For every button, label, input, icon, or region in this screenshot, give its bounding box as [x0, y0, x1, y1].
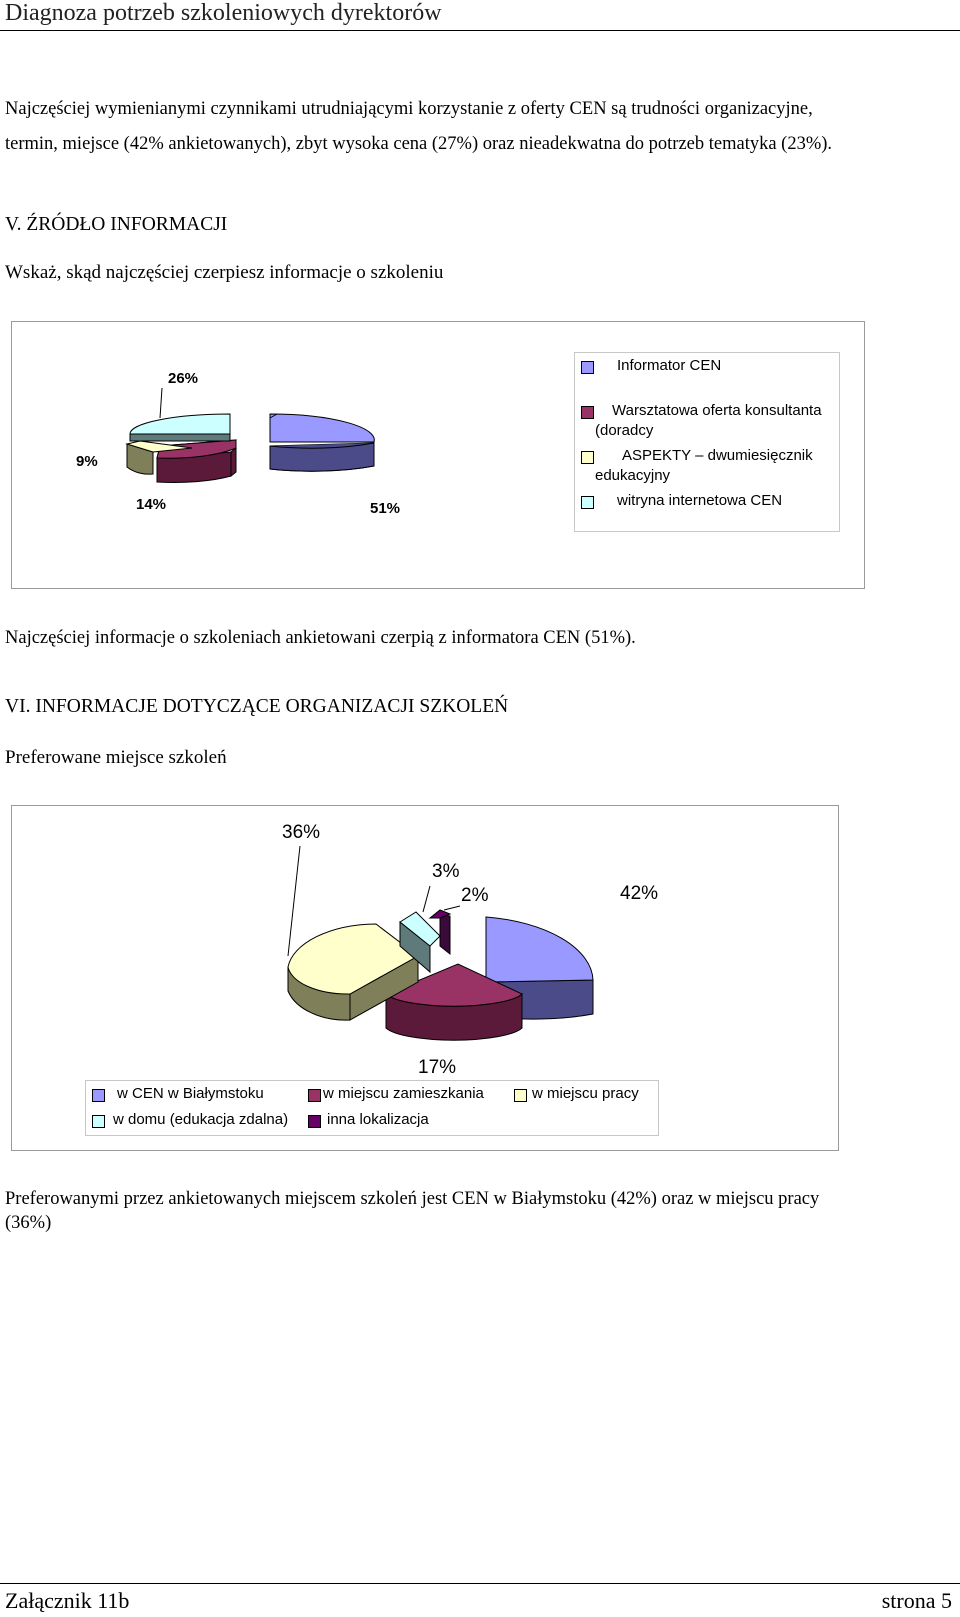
- legend-label-miejsce-pracy: w miejscu pracy: [532, 1085, 639, 1102]
- legend-label-informator: Informator CEN: [617, 357, 722, 374]
- section-6-conclusion-line-2: (36%): [5, 1213, 52, 1233]
- legend-swatch-miejsce-pracy: [514, 1089, 527, 1102]
- leader-line-26: [159, 387, 163, 419]
- legend-label-warsztatowa-2: (doradcy: [595, 422, 654, 439]
- legend-swatch-inna: [308, 1115, 321, 1128]
- pie-chart-information-source: [125, 387, 375, 484]
- slice-witryna: [129, 413, 231, 442]
- data-label-cen-bialystok: 42%: [620, 883, 659, 904]
- footer-divider: [0, 1583, 960, 1584]
- legend-swatch-cen-bialystok: [92, 1089, 105, 1102]
- legend-swatch-witryna: [581, 496, 594, 509]
- legend-label-cen-bialystok: w CEN w Białymstoku: [117, 1085, 264, 1102]
- legend-swatch-aspekty: [581, 451, 594, 464]
- legend-label-inna: inna lokalizacja: [327, 1111, 429, 1128]
- chart-information-source: 26% 9% 14% 51% Informator CEN Warsztatow…: [11, 321, 865, 589]
- legend-label-miejsce-zamieszkania: w miejscu zamieszkania: [323, 1085, 484, 1102]
- section-5-question: Wskaż, skąd najczęściej czerpiesz inform…: [5, 262, 444, 283]
- pie-chart-training-location: [287, 845, 594, 1041]
- slice-informator-cen: [269, 413, 375, 472]
- leader-line-2: [443, 905, 461, 911]
- legend-label-witryna: witryna internetowa CEN: [617, 492, 783, 509]
- data-label-w-domu: 3%: [432, 861, 460, 882]
- intro-line-2: termin, miejsce (42% ankietowanych), zby…: [5, 134, 833, 154]
- section-6-heading: VI. INFORMACJE DOTYCZĄCE ORGANIZACJI SZK…: [5, 696, 509, 717]
- data-label-miejsce-zamieszkania: 17%: [418, 1057, 457, 1078]
- slice-miejsce-pracy: [287, 923, 419, 1021]
- chart-1-legend: Informator CEN Warsztatowa oferta konsul…: [574, 352, 840, 532]
- legend-swatch-w-domu: [92, 1115, 105, 1128]
- section-5-heading: V. ŹRÓDŁO INFORMACJI: [5, 214, 228, 235]
- section-5-conclusion: Najczęściej informacje o szkoleniach ank…: [5, 628, 636, 648]
- footer-attachment-label: Załącznik 11b: [5, 1588, 130, 1613]
- data-label-warsztatowa: 14%: [136, 496, 167, 513]
- data-label-inna: 2%: [461, 885, 489, 906]
- slice-inna-lokalizacja: [428, 909, 452, 956]
- section-6-question: Preferowane miejsce szkoleń: [5, 747, 227, 768]
- section-6-conclusion-line-1: Preferowanymi przez ankietowanych miejsc…: [5, 1189, 820, 1209]
- document-header-title: Diagnoza potrzeb szkoleniowych dyrektoró…: [5, 0, 442, 26]
- legend-label-aspekty-2: edukacyjny: [595, 467, 671, 484]
- data-label-aspekty: 9%: [76, 453, 98, 470]
- data-label-witryna: 26%: [168, 370, 199, 387]
- slice-miejsce-zamieszkania: [385, 963, 523, 1041]
- chart-training-location: 36% 3% 2% 42% 17% w CEN w Białymstoku w …: [11, 805, 839, 1151]
- intro-line-1: Najczęściej wymienianymi czynnikami utru…: [5, 99, 813, 119]
- legend-label-w-domu: w domu (edukacja zdalna): [113, 1111, 289, 1128]
- slice-aspekty: [125, 440, 193, 475]
- leader-line-36: [287, 845, 301, 957]
- slice-warsztatowa: [156, 439, 237, 484]
- legend-swatch-miejsce-zamieszkania: [308, 1089, 321, 1102]
- footer-page-number: strona 5: [881, 1588, 952, 1613]
- data-label-miejsce-pracy: 36%: [282, 822, 321, 843]
- leader-line-3: [422, 885, 431, 913]
- chart-2-legend: w CEN w Białymstoku w miejscu zamieszkan…: [85, 1080, 659, 1136]
- data-label-informator: 51%: [370, 500, 401, 517]
- legend-swatch-warsztatowa: [581, 406, 594, 419]
- legend-label-warsztatowa: Warsztatowa oferta konsultanta: [612, 402, 822, 419]
- leader-line-51: [269, 413, 278, 419]
- legend-swatch-informator: [581, 361, 594, 374]
- header-divider: [0, 30, 960, 31]
- legend-label-aspekty: ASPEKTY – dwumiesięcznik: [622, 447, 813, 464]
